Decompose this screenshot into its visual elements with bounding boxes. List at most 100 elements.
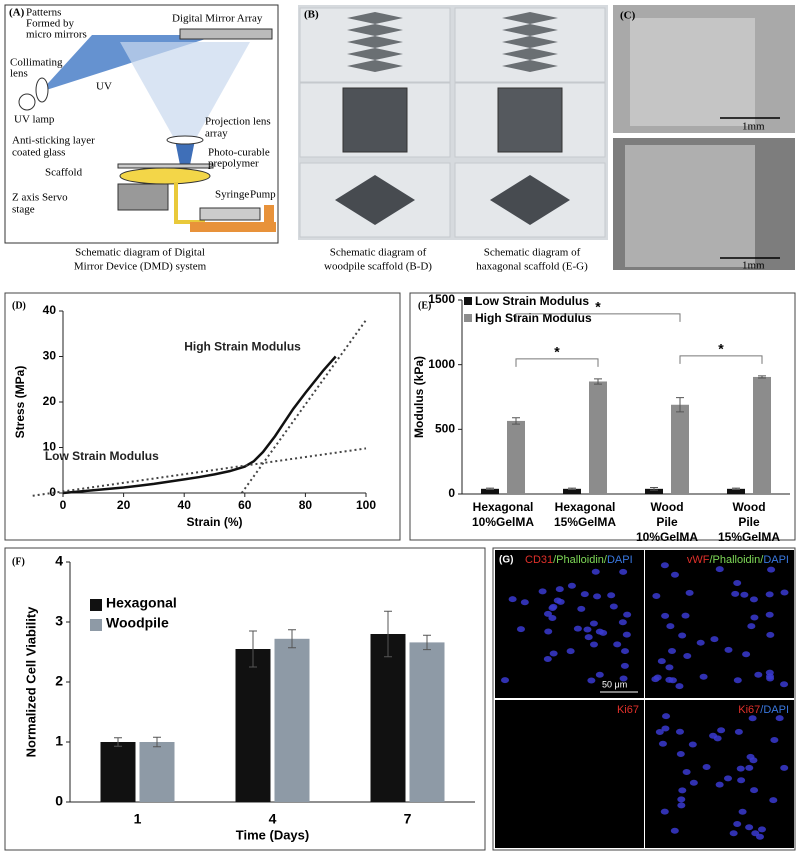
annotation: High Strain Modulus bbox=[184, 340, 301, 354]
projection-cone bbox=[120, 42, 250, 140]
nucleus bbox=[675, 728, 684, 735]
nucleus bbox=[670, 827, 679, 834]
y-tick-label: 1 bbox=[55, 733, 63, 749]
nucleus bbox=[734, 728, 743, 735]
bar bbox=[100, 742, 136, 802]
nucleus bbox=[702, 764, 711, 771]
iso-view bbox=[335, 175, 415, 225]
significance-label: * bbox=[554, 344, 560, 360]
error-bar bbox=[423, 634, 431, 651]
stain: vWF bbox=[687, 554, 710, 566]
pump-base bbox=[190, 222, 276, 232]
caption: Schematic diagram of Digital bbox=[75, 247, 205, 259]
y-tick-label: 3 bbox=[55, 613, 63, 629]
nucleus bbox=[660, 562, 669, 569]
nucleus bbox=[567, 582, 576, 589]
label: Projection lens bbox=[205, 116, 271, 128]
nucleus bbox=[657, 658, 666, 665]
nucleus bbox=[678, 787, 687, 794]
collimating-lens bbox=[35, 77, 49, 103]
nucleus bbox=[661, 725, 670, 732]
nucleus bbox=[555, 586, 564, 593]
label: Z axis Servo bbox=[12, 192, 68, 204]
layer bbox=[347, 12, 403, 24]
label: prepolymer bbox=[208, 158, 259, 170]
significance-bracket bbox=[679, 355, 763, 364]
error-bar bbox=[732, 487, 740, 490]
nucleus bbox=[543, 656, 552, 663]
layer bbox=[502, 12, 558, 24]
nucleus bbox=[688, 741, 697, 748]
nucleus bbox=[765, 591, 774, 598]
nucleus bbox=[662, 713, 671, 720]
pump bbox=[264, 205, 274, 225]
nucleus bbox=[538, 588, 547, 595]
error-bar bbox=[676, 397, 684, 413]
stain: CD31 bbox=[525, 554, 553, 566]
nucleus bbox=[715, 781, 724, 788]
nucleus bbox=[665, 664, 674, 671]
panel-a: (A) Patterns Formed by micro mirrors Dig… bbox=[4, 4, 279, 273]
nucleus bbox=[587, 677, 596, 684]
x-tick-label: 80 bbox=[299, 498, 313, 512]
y-axis-label: Modulus (kPa) bbox=[412, 356, 426, 438]
label: micro mirrors bbox=[26, 29, 87, 41]
bar bbox=[727, 488, 745, 494]
bar bbox=[274, 638, 310, 802]
nucleus bbox=[750, 787, 759, 794]
x-tick-label: 20 bbox=[117, 498, 131, 512]
nucleus bbox=[736, 765, 745, 772]
panel-label: (D) bbox=[12, 300, 26, 311]
nucleus bbox=[780, 589, 789, 596]
panel-label: (A) bbox=[9, 7, 25, 19]
label: coated glass bbox=[12, 147, 65, 159]
annotation: Low Strain Modulus bbox=[45, 449, 159, 463]
nucleus bbox=[622, 631, 631, 638]
panel-label: (B) bbox=[304, 9, 319, 21]
nucleus bbox=[543, 610, 552, 617]
label: Anti-sticking layer bbox=[12, 135, 95, 147]
label: Photo-curable bbox=[208, 147, 270, 159]
bar bbox=[671, 404, 689, 494]
error-bar bbox=[288, 629, 296, 649]
nucleus bbox=[780, 681, 789, 688]
label: Patterns bbox=[26, 7, 61, 19]
nucleus bbox=[599, 629, 608, 636]
nucleus bbox=[665, 676, 674, 683]
y-tick-label: 500 bbox=[435, 422, 455, 436]
focused-beam bbox=[175, 140, 195, 165]
top-view bbox=[342, 87, 408, 153]
label: Formed by bbox=[26, 18, 74, 30]
nucleus bbox=[765, 669, 774, 676]
bar bbox=[481, 488, 499, 494]
nucleus bbox=[580, 591, 589, 598]
nucleus bbox=[591, 568, 600, 575]
error-bar bbox=[758, 375, 766, 379]
y-tick-label: 2 bbox=[55, 673, 63, 689]
error-bar bbox=[114, 737, 122, 747]
nucleus bbox=[677, 796, 686, 803]
nucleus bbox=[675, 683, 684, 690]
significance-bracket bbox=[515, 313, 681, 322]
nucleus bbox=[553, 597, 562, 604]
nucleus bbox=[566, 648, 575, 655]
nucleus bbox=[619, 568, 628, 575]
nucleus bbox=[685, 589, 694, 596]
bar bbox=[589, 381, 607, 494]
nucleus bbox=[750, 614, 759, 621]
bar bbox=[139, 742, 175, 802]
nucleus bbox=[682, 769, 691, 776]
nucleus bbox=[681, 612, 690, 619]
nucleus bbox=[549, 650, 558, 657]
mirror-array bbox=[179, 28, 273, 40]
bar bbox=[563, 488, 581, 494]
nucleus bbox=[780, 764, 789, 771]
fit-line bbox=[32, 447, 367, 497]
nucleus bbox=[609, 603, 618, 610]
caption: Schematic diagram of bbox=[484, 247, 581, 259]
nucleus bbox=[573, 625, 582, 632]
iso-view bbox=[490, 175, 570, 225]
nucleus bbox=[655, 728, 664, 735]
micrograph bbox=[495, 700, 644, 848]
stain-label: Ki67/DAPI bbox=[738, 704, 789, 716]
